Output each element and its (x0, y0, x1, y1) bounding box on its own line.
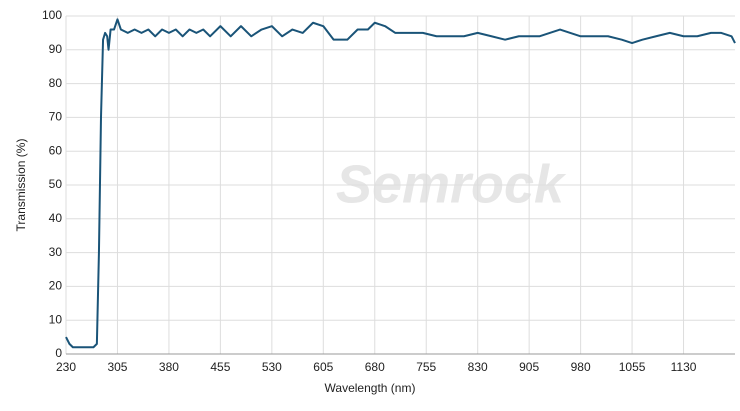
y-tick-label: 70 (49, 110, 63, 124)
y-tick-label: 20 (49, 279, 63, 293)
x-tick-label: 530 (262, 360, 282, 374)
y-tick-label: 60 (49, 143, 63, 157)
x-tick-label: 305 (107, 360, 127, 374)
x-tick-label: 455 (210, 360, 230, 374)
x-tick-label: 830 (468, 360, 488, 374)
x-tick-label: 905 (519, 360, 539, 374)
y-tick-label: 90 (49, 42, 63, 56)
x-tick-label: 380 (159, 360, 179, 374)
y-tick-label: 30 (49, 245, 63, 259)
x-tick-label: 680 (365, 360, 385, 374)
y-tick-label: 100 (42, 8, 62, 22)
y-axis-label: Transmission (%) (14, 139, 28, 232)
data-line (65, 18, 736, 349)
x-tick-label: 230 (56, 360, 76, 374)
x-tick-label: 755 (416, 360, 436, 374)
x-tick-label: 1055 (619, 360, 646, 374)
y-tick-label: 80 (49, 76, 63, 90)
x-tick-label: 1130 (671, 360, 697, 374)
x-tick-label: 605 (313, 360, 333, 374)
y-tick-label: 0 (55, 346, 62, 360)
x-tick-label: 980 (571, 360, 591, 374)
watermark: Semrock (336, 154, 567, 214)
y-tick-label: 50 (49, 177, 63, 191)
y-tick-label: 10 (49, 312, 63, 326)
y-tick-label: 40 (49, 211, 63, 225)
x-axis-label: Wavelength (nm) (325, 381, 416, 395)
